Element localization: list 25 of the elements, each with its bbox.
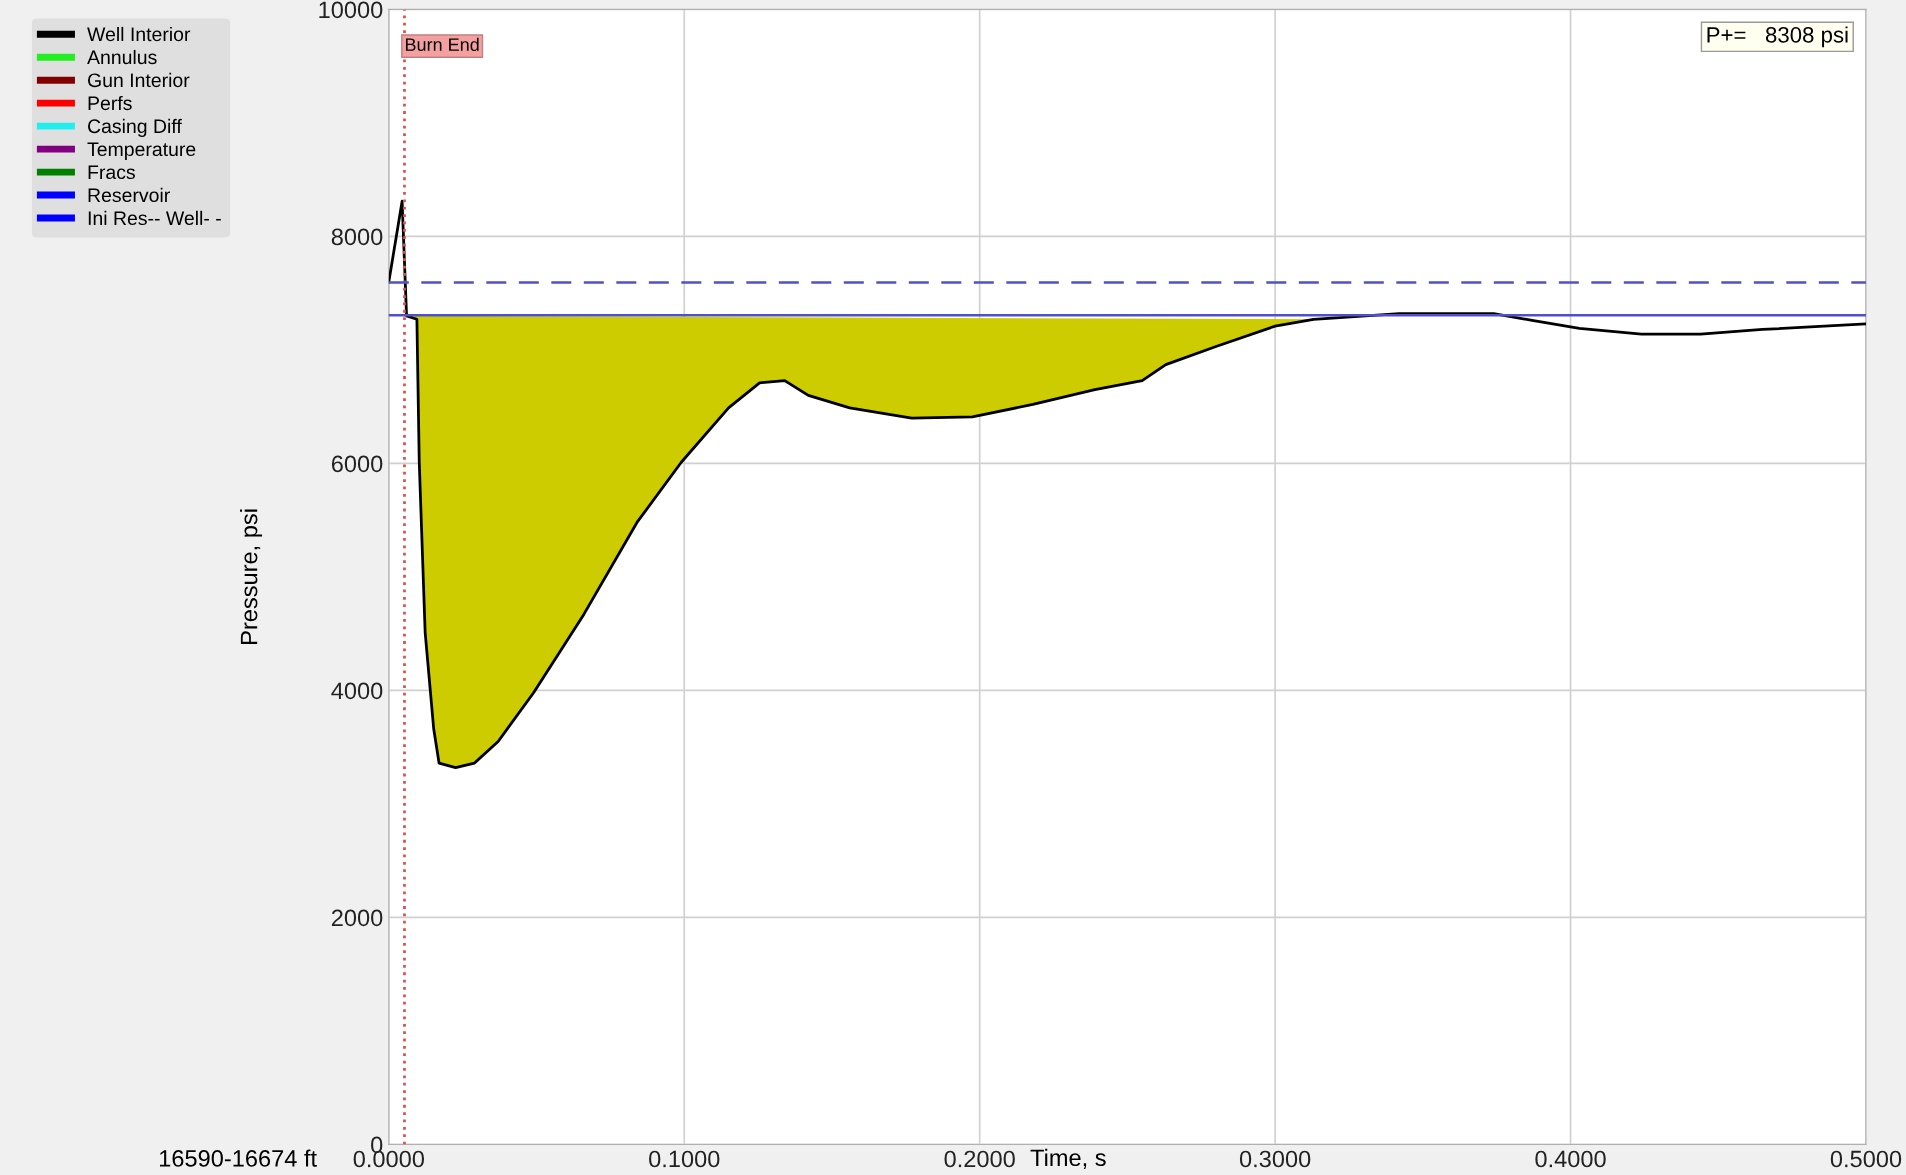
legend-label: Reservoir	[88, 187, 170, 203]
text: 16590-16674 ft	[160, 1149, 317, 1167]
legend-label: Temperature	[87, 142, 196, 160]
ref-line-label: Burn End	[405, 37, 479, 52]
legend-label: Casing Diff	[88, 118, 182, 137]
x-axis-title: Time, s	[1030, 1148, 1106, 1169]
y-tick-label: 8000	[331, 228, 383, 246]
y-tick-label: 2000	[331, 909, 383, 927]
legend-label: Well Interior	[87, 26, 191, 42]
annotation: P+= 8308 psi	[1707, 26, 1848, 48]
line-series	[388, 199, 1866, 769]
y-tick-label: 6000	[331, 455, 383, 473]
legend-label: Perfs	[88, 95, 132, 111]
legend-label: Annulus	[87, 49, 157, 65]
x-tick-label: 0.3000	[1239, 1150, 1311, 1168]
y-tick-label: 10000	[319, 1, 383, 19]
legend-label: Fracs	[88, 165, 135, 180]
x-tick-label: 0.2000	[944, 1150, 1015, 1168]
y-tick-label: 4000	[331, 682, 383, 700]
y-axis-title: Pressure, psi	[240, 509, 263, 644]
x-tick-label: 0.1000	[649, 1150, 720, 1168]
x-tick-label: 0.5000	[1830, 1150, 1902, 1168]
x-tick-label: 0.4000	[1535, 1150, 1606, 1168]
legend-label: Ini Res-- Well- -	[88, 210, 221, 226]
legend-label: Gun Interior	[88, 72, 190, 88]
